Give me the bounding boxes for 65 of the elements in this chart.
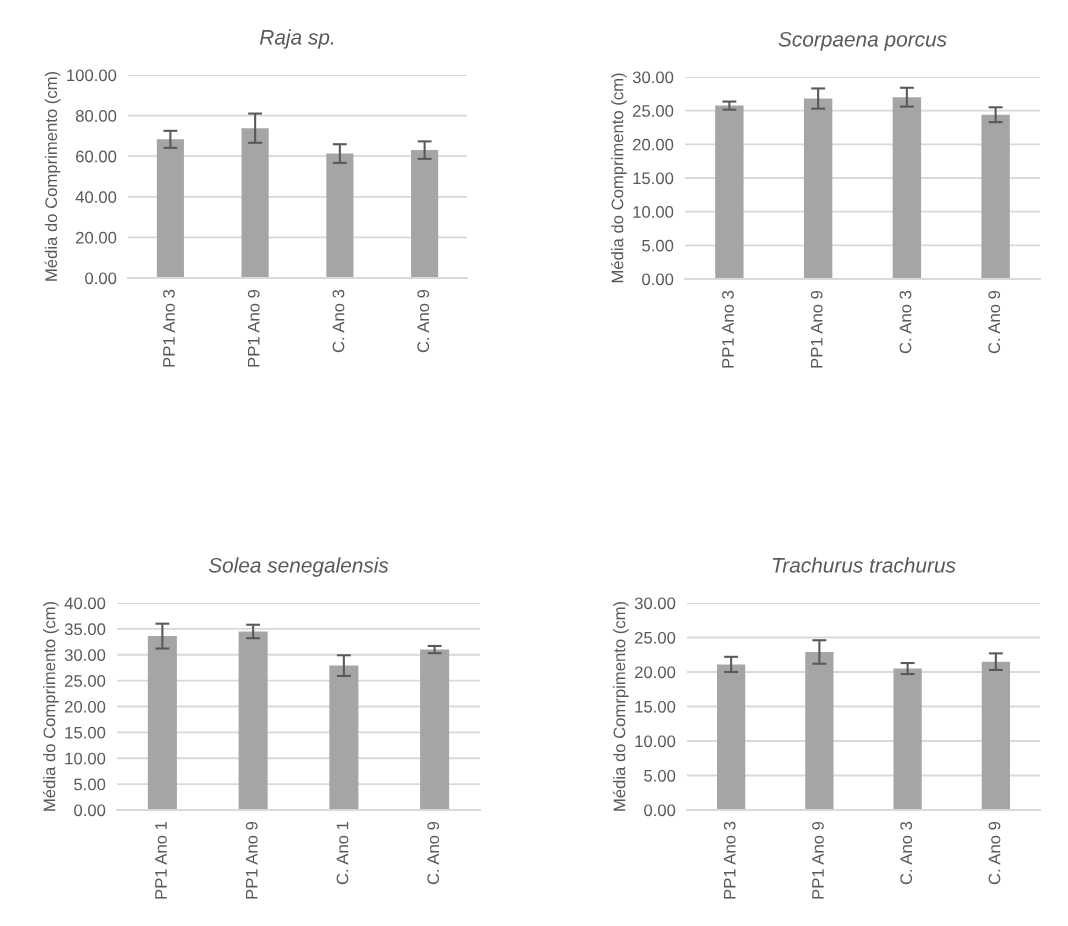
y-tick-label: 0.00 (644, 804, 676, 817)
y-tick-label: 40.00 (64, 597, 106, 610)
y-tick-label: 40.00 (75, 191, 117, 203)
y-tick-label: 20.00 (635, 666, 676, 679)
y-axis-title: Média do Comprimento (cm) (42, 601, 59, 811)
x-tick-label: PP1 Ano 1 (155, 821, 167, 899)
y-tick-label: 15.00 (633, 172, 674, 185)
y-tick-label: 20.00 (65, 700, 106, 713)
bar (329, 665, 359, 810)
x-tick-label: PP1 Ano 9 (247, 289, 260, 367)
bar (892, 97, 922, 279)
x-tick-label: PP1 Ano 9 (245, 821, 258, 899)
y-tick-label: 20.00 (76, 231, 117, 244)
x-tick-label: C. Ano 1 (336, 821, 349, 885)
bar (981, 114, 1010, 279)
y-tick-label: 10.00 (65, 752, 106, 765)
x-tick-label: C. Ano 9 (427, 821, 440, 885)
y-tick-label: 0.00 (85, 272, 117, 285)
bar (411, 150, 439, 278)
chart-title: Trachurus trachurus (772, 557, 956, 573)
bar (715, 105, 744, 279)
x-tick-label: C. Ano 3 (332, 289, 345, 353)
y-tick-label: 25.00 (633, 105, 674, 117)
x-tick-label: PP1 Ano 3 (723, 821, 736, 899)
x-tick-label: PP1 Ano 9 (810, 290, 823, 368)
x-tick-label: PP1 Ano 9 (812, 821, 824, 899)
y-tick-label: 35.00 (64, 623, 106, 636)
y-tick-label: 80.00 (75, 110, 117, 122)
bar (241, 128, 269, 278)
y-tick-label: 20.00 (633, 138, 674, 151)
y-tick-label: 10.00 (635, 735, 676, 748)
y-tick-label: 0.00 (642, 273, 674, 286)
x-tick-label: C. Ano 3 (899, 290, 912, 354)
y-axis-title: Média do Comrpimento (cm) (612, 601, 629, 811)
bar (156, 139, 184, 278)
y-tick-label: 10.00 (633, 206, 674, 218)
y-axis-title: Média do Comprimento (cm) (44, 71, 61, 281)
y-tick-label: 25.00 (635, 631, 676, 644)
x-tick-label: C. Ano 3 (900, 821, 913, 885)
x-tick-label: PP1 Ano 3 (163, 289, 175, 367)
bar (420, 649, 450, 810)
bar (326, 153, 354, 278)
y-tick-label: 100.00 (67, 69, 117, 82)
y-tick-label: 5.00 (74, 778, 106, 791)
bar (238, 631, 268, 810)
chart-title: Raja sp. (259, 29, 334, 49)
x-tick-label: C. Ano 9 (988, 290, 1001, 354)
y-tick-label: 30.00 (632, 71, 674, 84)
y-tick-label: 0.00 (74, 804, 106, 817)
y-tick-label: 25.00 (65, 675, 106, 687)
y-tick-label: 30.00 (634, 597, 676, 610)
y-tick-label: 60.00 (76, 150, 117, 163)
y-tick-label: 5.00 (644, 769, 676, 782)
y-axis-title: Média do Comprimento (cm) (610, 73, 627, 283)
y-tick-label: 15.00 (635, 700, 676, 713)
y-tick-label: 5.00 (642, 239, 674, 252)
x-tick-label: C. Ano 9 (988, 821, 1001, 885)
x-tick-label: PP1 Ano 3 (722, 290, 734, 368)
bar (803, 98, 833, 279)
bar (147, 636, 177, 810)
chart-title: Solea senegalensis (208, 557, 389, 577)
y-tick-label: 15.00 (65, 726, 106, 739)
chart-title: Scorpaena porcus (778, 31, 947, 51)
y-tick-label: 30.00 (64, 649, 106, 661)
x-tick-label: C. Ano 9 (417, 289, 430, 353)
